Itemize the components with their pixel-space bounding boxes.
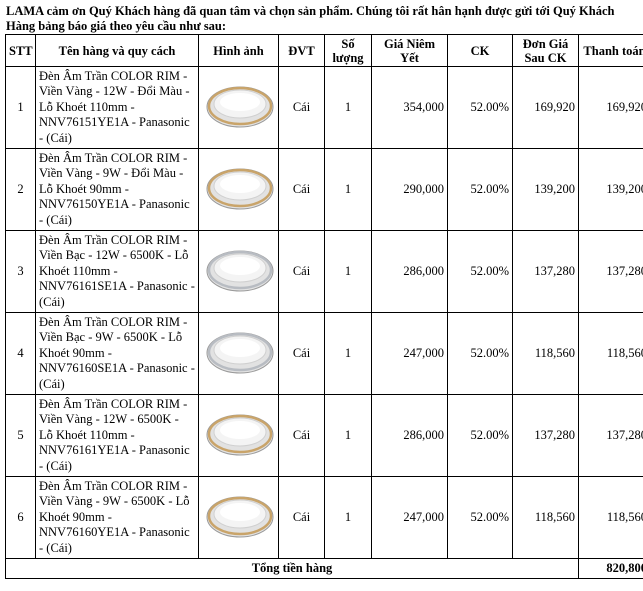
row-total: 137,280: [578, 394, 643, 477]
product-row: 1 Đèn Âm Trần COLOR RIM - Viền Vàng - 12W…: [5, 66, 643, 149]
row-total: 118,560: [578, 476, 643, 559]
header-qty: Số lượng: [324, 34, 372, 67]
row-stt: 1: [5, 66, 36, 149]
product-row: 3 Đèn Âm Trần COLOR RIM - Viền Bạc - 12W …: [5, 230, 643, 313]
intro-text: LAMA cảm ơn Quý Khách hàng đã quan tâm v…: [6, 4, 615, 33]
row-total: 169,920: [578, 66, 643, 149]
row-discount: 52.00%: [447, 230, 513, 313]
product-row: 4 Đèn Âm Trần COLOR RIM - Viền Bạc - 9W -…: [5, 312, 643, 395]
row-discount: 52.00%: [447, 148, 513, 231]
row-net-price: 139,200: [512, 148, 579, 231]
gold-rim-downlight-icon: [206, 496, 274, 538]
row-list-price: 247,000: [371, 312, 448, 395]
row-list-price: 354,000: [371, 66, 448, 149]
row-net-price: 118,560: [512, 312, 579, 395]
row-total: 139,200: [578, 148, 643, 231]
row-product-name: Đèn Âm Trần COLOR RIM - Viền Vàng - 9W -…: [35, 148, 199, 231]
row-unit: Cái: [278, 312, 325, 395]
row-stt: 6: [5, 476, 36, 559]
row-product-name: Đèn Âm Trần COLOR RIM - Viền Bạc - 9W - …: [35, 312, 199, 395]
silver-rim-downlight-icon: [206, 332, 274, 374]
row-image: [198, 312, 279, 395]
row-stt: 4: [5, 312, 36, 395]
row-discount: 52.00%: [447, 312, 513, 395]
header-stt: STT: [5, 34, 36, 67]
row-product-name: Đèn Âm Trần COLOR RIM - Viền Vàng - 9W -…: [35, 476, 199, 559]
row-qty: 1: [324, 66, 372, 149]
product-row: 5 Đèn Âm Trần COLOR RIM - Viền Vàng - 12W…: [5, 394, 643, 477]
row-list-price: 290,000: [371, 148, 448, 231]
row-stt: 5: [5, 394, 36, 477]
quote-table: STT Tên hàng và quy cách Hình ảnh ĐVT Số…: [5, 34, 643, 579]
row-net-price: 137,280: [512, 230, 579, 313]
row-qty: 1: [324, 312, 372, 395]
row-discount: 52.00%: [447, 394, 513, 477]
header-net-price: Đơn Giá Sau CK: [512, 34, 579, 67]
row-qty: 1: [324, 230, 372, 313]
row-total: 118,560: [578, 312, 643, 395]
gold-rim-downlight-icon: [206, 86, 274, 128]
row-product-name: Đèn Âm Trần COLOR RIM - Viền Vàng - 12W …: [35, 66, 199, 149]
row-qty: 1: [324, 476, 372, 559]
total-label: Tổng tiền hàng: [5, 558, 579, 579]
header-image: Hình ảnh: [198, 34, 279, 67]
row-unit: Cái: [278, 148, 325, 231]
row-list-price: 247,000: [371, 476, 448, 559]
row-total: 137,280: [578, 230, 643, 313]
product-row: 6 Đèn Âm Trần COLOR RIM - Viền Vàng - 9W …: [5, 476, 643, 559]
row-stt: 2: [5, 148, 36, 231]
row-unit: Cái: [278, 476, 325, 559]
row-net-price: 137,280: [512, 394, 579, 477]
row-list-price: 286,000: [371, 230, 448, 313]
row-product-name: Đèn Âm Trần COLOR RIM - Viền Vàng - 12W …: [35, 394, 199, 477]
total-value: 820,800: [578, 558, 643, 579]
row-discount: 52.00%: [447, 66, 513, 149]
row-stt: 3: [5, 230, 36, 313]
row-unit: Cái: [278, 66, 325, 149]
header-unit: ĐVT: [278, 34, 325, 67]
row-net-price: 118,560: [512, 476, 579, 559]
total-row: Tổng tiền hàng 820,800: [5, 558, 643, 579]
row-image: [198, 148, 279, 231]
row-list-price: 286,000: [371, 394, 448, 477]
row-image: [198, 66, 279, 149]
row-unit: Cái: [278, 394, 325, 477]
row-image: [198, 476, 279, 559]
row-qty: 1: [324, 394, 372, 477]
row-net-price: 169,920: [512, 66, 579, 149]
row-image: [198, 394, 279, 477]
silver-rim-downlight-icon: [206, 250, 274, 292]
row-discount: 52.00%: [447, 476, 513, 559]
gold-rim-downlight-icon: [206, 168, 274, 210]
row-unit: Cái: [278, 230, 325, 313]
gold-rim-downlight-icon: [206, 414, 274, 456]
row-product-name: Đèn Âm Trần COLOR RIM - Viền Bạc - 12W -…: [35, 230, 199, 313]
row-qty: 1: [324, 148, 372, 231]
header-list-price: Giá Niêm Yết: [371, 34, 448, 67]
row-image: [198, 230, 279, 313]
header-name: Tên hàng và quy cách: [35, 34, 199, 67]
product-row: 2 Đèn Âm Trần COLOR RIM - Viền Vàng - 9W …: [5, 148, 643, 231]
header-discount: CK: [447, 34, 513, 67]
header-total: Thanh toán: [578, 34, 643, 67]
header-row: STT Tên hàng và quy cách Hình ảnh ĐVT Số…: [5, 34, 643, 67]
